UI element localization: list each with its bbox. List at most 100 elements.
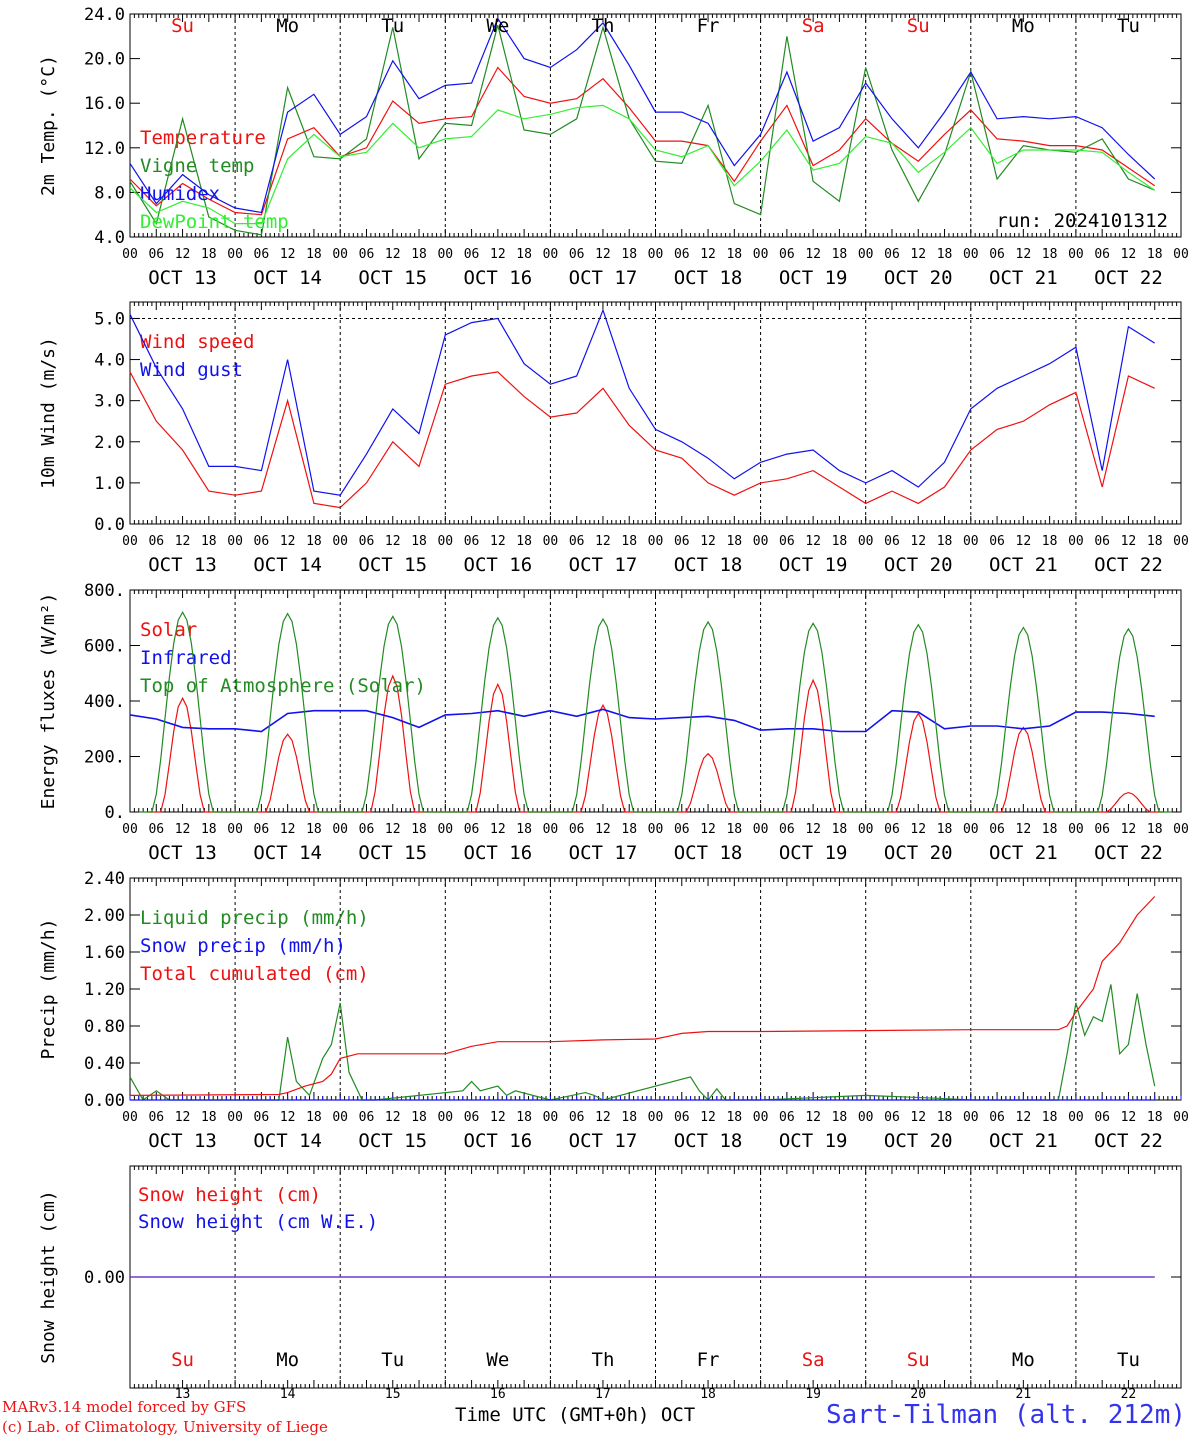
x-hour-label: 06 xyxy=(148,534,164,549)
x-hour-label: 00 xyxy=(543,534,559,549)
x-hour-label: 18 xyxy=(516,247,532,262)
y-tick-label: 1.0 xyxy=(94,474,125,494)
x-hour-label: 12 xyxy=(1121,534,1137,549)
x-hour-label: 00 xyxy=(1068,822,1084,837)
weekday-label: Mo xyxy=(1012,1349,1035,1371)
x-hour-label: 12 xyxy=(385,822,401,837)
x-hour-label: 12 xyxy=(280,822,296,837)
x-hour-label: 18 xyxy=(726,822,742,837)
date-label: OCT 17 xyxy=(569,554,638,576)
station-label: Sart-Tilman (alt. 212m) xyxy=(825,1400,1186,1430)
x-hour-label: 12 xyxy=(1016,534,1032,549)
legend-entry: Snow precip (mm/h) xyxy=(140,935,346,957)
x-hour-label: 00 xyxy=(648,534,664,549)
x-hour-label: 00 xyxy=(1068,534,1084,549)
day-number-label: 20 xyxy=(910,1387,926,1402)
x-hour-label: 06 xyxy=(674,1110,690,1125)
y-tick-label: 2.0 xyxy=(94,433,125,453)
x-hour-label: 00 xyxy=(437,822,453,837)
x-hour-label: 00 xyxy=(648,822,664,837)
x-hour-label: 12 xyxy=(805,822,821,837)
y-tick-label: 24.0 xyxy=(84,5,125,25)
date-label: OCT 15 xyxy=(358,1130,427,1152)
x-hour-label: 18 xyxy=(726,534,742,549)
legend-entry: DewPoint temp xyxy=(140,211,289,233)
y-axis-label: Snow height (cm) xyxy=(38,1190,59,1363)
x-hour-label: 12 xyxy=(1016,247,1032,262)
x-hour-label: 12 xyxy=(490,534,506,549)
weekday-label: Th xyxy=(592,15,615,37)
date-label: OCT 20 xyxy=(884,842,953,864)
date-label: OCT 21 xyxy=(989,842,1058,864)
y-tick-label: 0.00 xyxy=(84,1268,125,1288)
weekday-label: Tu xyxy=(1117,1349,1140,1371)
y-axis-label: Energy fluxes (W/m²) xyxy=(38,593,59,810)
y-tick-label: 3.0 xyxy=(94,392,125,412)
x-hour-label: 12 xyxy=(805,247,821,262)
x-hour-label: 00 xyxy=(963,247,979,262)
x-hour-label: 00 xyxy=(227,534,243,549)
x-hour-label: 12 xyxy=(490,1110,506,1125)
x-hour-label: 00 xyxy=(332,1110,348,1125)
x-hour-label: 18 xyxy=(832,1110,848,1125)
weekday-label: Fr xyxy=(697,1349,720,1371)
day-number-label: 16 xyxy=(490,1387,506,1402)
y-axis-label: 10m Wind (m/s) xyxy=(38,337,59,489)
legend-entry: Wind speed xyxy=(140,331,254,353)
x-hour-label: 18 xyxy=(411,534,427,549)
date-label: OCT 18 xyxy=(674,1130,743,1152)
run-label: run: 2024101312 xyxy=(996,210,1168,232)
x-hour-label: 00 xyxy=(227,247,243,262)
x-hour-label: 12 xyxy=(910,247,926,262)
y-axis-label: 2m Temp. (°C) xyxy=(38,55,59,196)
x-hour-label: 00 xyxy=(753,534,769,549)
x-hour-label: 06 xyxy=(884,822,900,837)
x-hour-label: 12 xyxy=(1016,1110,1032,1125)
x-hour-label: 12 xyxy=(1121,822,1137,837)
date-label: OCT 22 xyxy=(1094,554,1163,576)
x-hour-label: 00 xyxy=(543,822,559,837)
x-hour-label: 18 xyxy=(832,247,848,262)
x-hour-label: 06 xyxy=(569,247,585,262)
x-hour-label: 06 xyxy=(254,822,270,837)
x-hour-label: 06 xyxy=(464,1110,480,1125)
date-label: OCT 21 xyxy=(989,554,1058,576)
weekday-label: Mo xyxy=(276,1349,299,1371)
x-hour-label: 06 xyxy=(148,1110,164,1125)
y-axis-label: Precip (mm/h) xyxy=(38,919,59,1060)
legend-entry: Vigne temp xyxy=(140,155,254,177)
x-hour-label: 12 xyxy=(280,534,296,549)
x-hour-label: 06 xyxy=(1094,1110,1110,1125)
x-hour-label: 06 xyxy=(148,247,164,262)
x-hour-label: 12 xyxy=(385,1110,401,1125)
x-hour-label: 06 xyxy=(464,247,480,262)
date-label: OCT 15 xyxy=(358,554,427,576)
x-hour-label: 18 xyxy=(937,822,953,837)
y-tick-label: 0.00 xyxy=(84,1091,125,1111)
x-hour-label: 06 xyxy=(464,534,480,549)
date-label: OCT 18 xyxy=(674,554,743,576)
series-line-wind-gust xyxy=(129,308,1156,496)
x-hour-label: 18 xyxy=(1147,247,1163,262)
x-hour-label: 18 xyxy=(1147,1110,1163,1125)
weekday-label: Th xyxy=(592,1349,615,1371)
date-label: OCT 14 xyxy=(253,842,322,864)
weekday-label: Sa xyxy=(802,15,825,37)
x-hour-label: 00 xyxy=(1173,534,1189,549)
x-hour-label: 18 xyxy=(306,534,322,549)
x-hour-label: 18 xyxy=(201,247,217,262)
x-hour-label: 12 xyxy=(280,247,296,262)
x-hour-label: 00 xyxy=(122,534,138,549)
x-hour-label: 12 xyxy=(700,822,716,837)
date-label: OCT 18 xyxy=(674,267,743,289)
x-hour-label: 12 xyxy=(175,1110,191,1125)
x-hour-label: 12 xyxy=(490,822,506,837)
x-hour-label: 06 xyxy=(254,247,270,262)
series-line-total-cumulated-cm- xyxy=(129,896,1156,1096)
legend-entry: Snow height (cm W.E.) xyxy=(138,1211,378,1233)
date-label: OCT 15 xyxy=(358,842,427,864)
x-hour-label: 00 xyxy=(332,822,348,837)
day-number-label: 22 xyxy=(1121,1387,1137,1402)
x-hour-label: 00 xyxy=(963,822,979,837)
x-hour-label: 18 xyxy=(1042,247,1058,262)
